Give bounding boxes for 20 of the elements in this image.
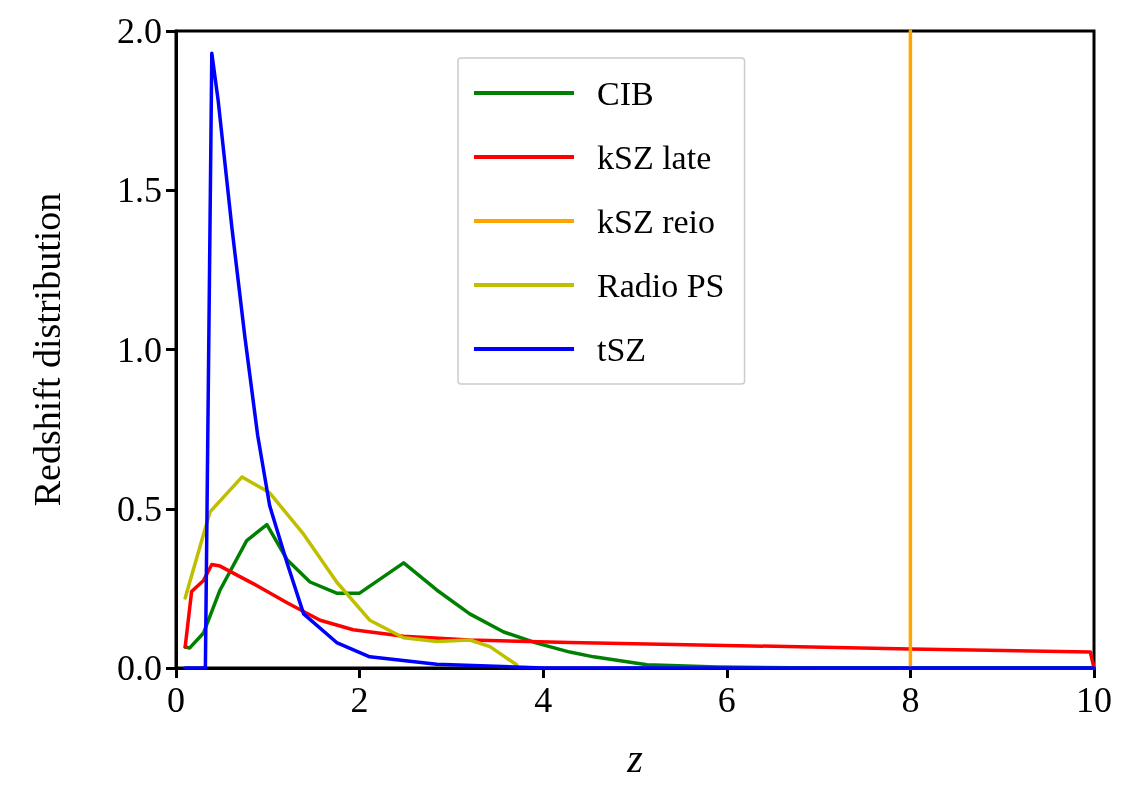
y-tick-label: 0.5 — [117, 488, 162, 529]
x-tick-label: 2 — [350, 680, 369, 720]
legend-label: Radio PS — [597, 266, 725, 304]
y-tick-label: 0.0 — [117, 648, 162, 688]
y-tick-label: 1.0 — [117, 329, 162, 370]
y-axis-title: Redshift distribution — [26, 192, 68, 507]
x-tick-label: 8 — [901, 680, 920, 720]
x-tick-label: 4 — [534, 680, 553, 720]
x-tick-label: 10 — [1076, 680, 1112, 720]
line-series — [183, 475, 519, 667]
y-tick-label: 1.5 — [117, 170, 162, 211]
x-axis-title: z — [626, 735, 644, 781]
legend-label: tSZ — [597, 330, 647, 368]
legend-label: CIB — [597, 74, 654, 112]
x-tick-label: 6 — [717, 680, 736, 720]
line-series — [183, 51, 1096, 670]
y-tick-label: 2.0 — [117, 11, 162, 51]
legend-label: kSZ late — [597, 138, 712, 176]
x-tick-label: 0 — [167, 680, 185, 720]
legend-label: kSZ reio — [597, 202, 716, 240]
